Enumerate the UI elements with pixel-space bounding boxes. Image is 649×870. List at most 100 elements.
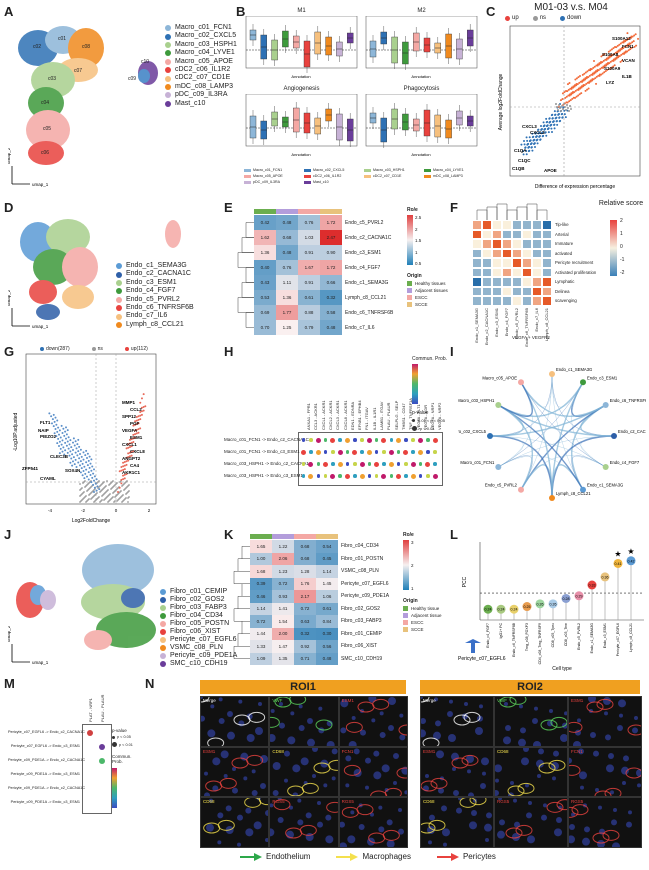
boxplot-title: Phagocytosis [403,86,440,92]
col-label: EFNB1 - EPHB4 [357,400,363,430]
point-up [130,438,133,441]
nucleus [209,798,213,803]
nucleus [590,732,596,738]
edge [497,404,584,491]
heatmap-cell [542,258,552,268]
point-up [621,52,624,55]
point-up [120,482,123,485]
origin-legend-item: Adjacent tissue [403,613,442,618]
dot [389,438,393,442]
nucleus [618,699,626,708]
dendro-branch [516,206,528,220]
nucleus [398,713,403,718]
point-up [614,46,616,48]
point-up [617,49,620,52]
nucleus [442,828,450,837]
point-down [57,426,60,429]
dot [417,449,423,455]
nucleus [434,697,438,702]
cluster-label: c07 [74,68,82,74]
point-ns [88,498,90,500]
nucleus [284,750,291,757]
point-ns [81,487,83,489]
point-up [565,101,568,104]
micrograph-image [201,697,266,746]
nucleus [471,810,477,817]
point-up [122,465,125,468]
point-down [58,445,60,447]
point-down [70,446,73,449]
stained-structure [546,802,564,814]
nucleus [325,835,334,844]
row-label: Pericyte recruitment [555,260,594,265]
nucleus [441,805,447,812]
stain-label: CD68 [423,799,435,805]
gene-label-down: C1QC [518,158,531,163]
nucleus [553,750,559,757]
heatmap-cell [542,286,552,296]
nucleus [297,819,304,826]
point-down [93,468,95,471]
legend-item: up [505,15,519,21]
colorbar-tick: -2 [620,270,625,276]
point-down [79,464,81,467]
row-label: Endo_c7_IL6 [345,324,375,331]
col-label: IL1B - IL1R1 [371,407,377,430]
stained-structure [246,754,264,766]
dot [359,461,365,467]
point-up [122,461,125,464]
point-up [120,469,123,472]
legend-label: Macro_c01_FCN1 [175,24,232,31]
legend-label: Fibro_c03_FABP3 [170,604,227,611]
heatmap-cell: 1.25 [276,320,298,335]
heatmap-cell: 1.62 [254,230,276,245]
stain-label: FCN1 [341,748,354,754]
nucleus [580,785,584,790]
row-label: Pericyte_c09_PDE1A -> Endo_c3_ESM1 [10,800,80,804]
point-up [587,87,590,90]
point-down [520,143,523,146]
point-up [127,452,130,455]
nucleus [578,747,584,754]
point-up [605,63,608,66]
nucleus [428,840,432,845]
point-up [588,80,591,83]
gene-label-up: ANGPT2 [122,456,141,461]
pvalue-swatch [412,426,417,431]
heatmap-cell: 0.72 [272,577,294,590]
point-down [543,128,546,131]
x-tick: -4 [48,508,52,513]
legend-swatch [116,263,122,270]
heatmap-cell: 1.03 [298,230,320,245]
nucleus [397,828,404,835]
legend-label: up [512,15,519,21]
heatmap-cell: 2.47 [320,230,342,245]
legend-item: Macro_c03_HSPH1 [364,168,418,172]
dot [410,461,416,467]
dot [418,474,423,478]
dot [309,438,313,442]
point-up [568,93,571,96]
nucleus [218,697,223,702]
value-label: 0.41 [615,562,622,566]
nucleus [246,734,255,742]
point-up [621,59,624,62]
pvalue-label: 0.01 < p < 0.05 [418,418,445,423]
row-label: Endo_c5_PVRL2 [345,219,384,226]
point-up [561,98,564,100]
dot [353,474,357,478]
dot [374,438,379,442]
legend-label: Mast_c10 [313,180,329,184]
row-label: Fibro_c02_GOS2 [341,605,380,612]
point-up [627,49,630,52]
legend-label: Pericyte_c09_PDE1A [170,652,238,659]
point-up [610,66,613,69]
point-down [552,121,554,123]
point-down [61,432,64,434]
point-up [620,53,623,56]
point-ns [98,480,100,482]
point-down [72,460,74,463]
point-down [63,453,66,456]
significance-star: ★ [627,547,634,556]
boxplot-legend: Macro_c01_FCN1 Macro_c02_CXCL5 Macro_c03_H… [244,168,484,184]
